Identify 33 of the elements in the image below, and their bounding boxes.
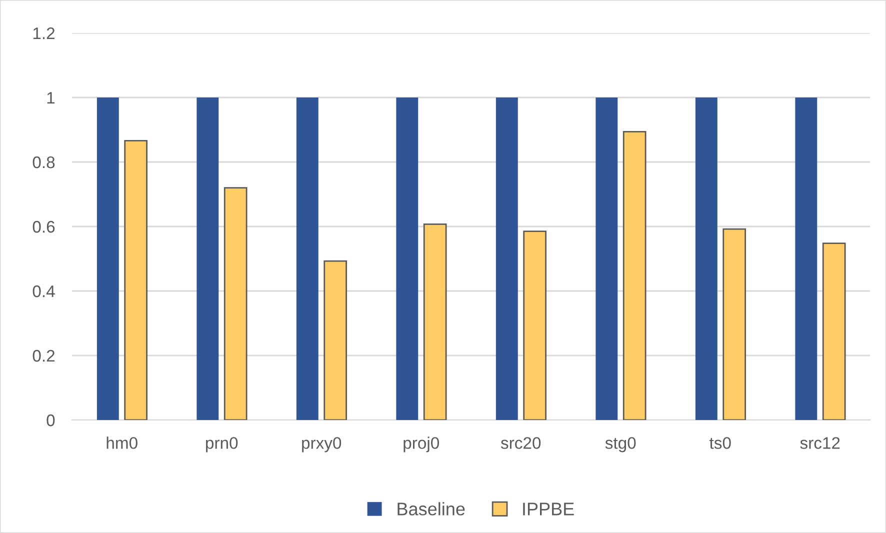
bar: [622, 130, 646, 420]
x-tick-label: prn0: [206, 437, 238, 452]
y-tick-label: 1.2: [33, 27, 54, 40]
x-tick-label: hm0: [106, 436, 138, 449]
x-tick-label: proj0: [404, 436, 440, 452]
bar: [795, 98, 818, 420]
y-tick-label: 0.2: [32, 350, 54, 362]
y-tick-label: 0.6: [32, 220, 55, 233]
bar: [296, 98, 318, 420]
y-tick-label: 0.4: [32, 285, 55, 298]
x-tick-label: ts0: [710, 437, 731, 449]
bar: [496, 98, 518, 420]
bar: [396, 98, 418, 420]
y-tick-label: 1: [47, 92, 55, 104]
bar: [196, 98, 219, 420]
x-tick-label: stg0: [605, 437, 636, 452]
bar: [224, 187, 248, 420]
bar: [124, 140, 148, 420]
bar: [822, 242, 846, 420]
x-tick-label: prxy0: [302, 437, 342, 452]
y-tick-label: 0.8: [32, 156, 55, 168]
x-tick-label: src20: [500, 437, 541, 449]
bar: [423, 224, 447, 420]
y-tick-label: 0: [46, 414, 55, 426]
legend-label: IPPBE: [523, 502, 574, 516]
bar: [96, 98, 119, 420]
bar: [596, 98, 618, 420]
bar: [695, 98, 718, 420]
bar: [523, 230, 547, 420]
bar: [722, 228, 746, 420]
x-tick-label: src12: [800, 437, 840, 449]
bar: [324, 260, 348, 420]
legend-label: Baseline: [398, 502, 465, 516]
